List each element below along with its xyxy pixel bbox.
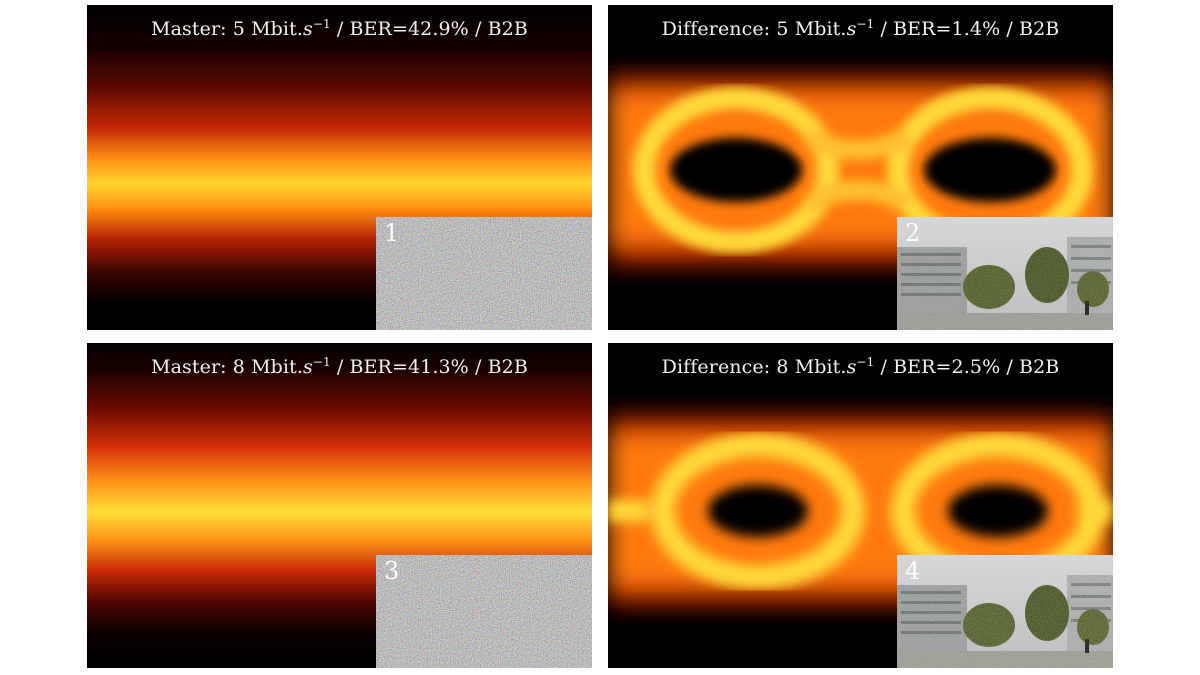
panel-title: Difference: 8 Mbit.s−1 / BER=2.5% / B2B (661, 355, 1060, 378)
eye-diagram-master-5mbit: Master: 5 Mbit.s−1 / BER=42.9% / B2B 1 (87, 5, 592, 330)
eye-diagram-open-2 (608, 5, 1113, 330)
noise-image (376, 555, 592, 668)
inset-number: 4 (905, 557, 921, 585)
panel-title: Master: 8 Mbit.s−1 / BER=41.3% / B2B (151, 355, 528, 378)
campus-photo (897, 555, 1113, 668)
inset-number: 3 (384, 557, 400, 585)
inset-number: 2 (905, 219, 921, 247)
eye-diagram-difference-8mbit: Difference: 8 Mbit.s−1 / BER=2.5% / B2B (608, 343, 1113, 668)
received-image-inset-noise: 1 (376, 217, 592, 330)
campus-photo (897, 217, 1113, 330)
eye-diagram-master-8mbit: Master: 8 Mbit.s−1 / BER=41.3% / B2B 3 (87, 343, 592, 668)
panel-title: Master: 5 Mbit.s−1 / BER=42.9% / B2B (151, 17, 528, 40)
received-image-inset-photo: 2 (897, 217, 1113, 330)
panel-title: Difference: 5 Mbit.s−1 / BER=1.4% / B2B (661, 17, 1060, 40)
eye-diagram-difference-5mbit: Difference: 5 Mbit.s−1 / BER=1.4% / B2B (608, 5, 1113, 330)
inset-number: 1 (384, 219, 400, 247)
noise-image (376, 217, 592, 330)
received-image-inset-noise: 3 (376, 555, 592, 668)
received-image-inset-photo: 4 (897, 555, 1113, 668)
